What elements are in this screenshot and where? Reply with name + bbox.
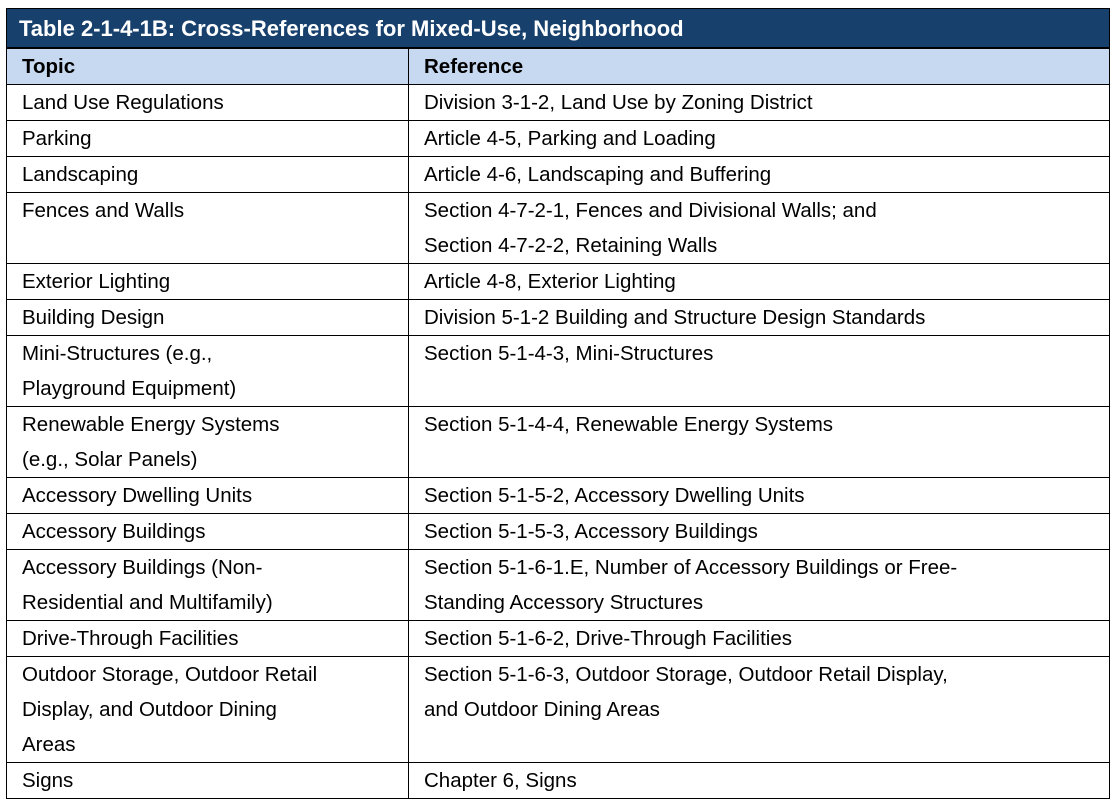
table-cell: Article 4-8, Exterior Lighting — [408, 263, 1110, 300]
table-cell: Renewable Energy Systems (e.g., Solar Pan… — [6, 406, 409, 478]
table-title: Table 2-1-4-1B: Cross-References for Mix… — [6, 8, 1110, 48]
cell-text: Section 4-7-2-1, Fences and Divisional W… — [424, 199, 877, 222]
table-row: Accessory Buildings Section 5-1-5-3, Acce… — [6, 513, 1110, 550]
table-body: Topic Reference Land Use Regulations Divi… — [6, 48, 1110, 799]
table-cell: Section 5-1-5-3, Accessory Buildings — [408, 513, 1110, 550]
cell-text: Division 5-1-2 Building and Structure De… — [424, 306, 926, 329]
cell-text: Display, and Outdoor Dining — [22, 698, 277, 721]
table-cell: Mini-Structures (e.g., Playground Equipme… — [6, 335, 409, 407]
cell-text: Areas — [22, 733, 76, 756]
cell-text: Article 4-5, Parking and Loading — [424, 127, 716, 150]
cell-text: Section 5-1-5-2, Accessory Dwelling Unit… — [424, 484, 805, 507]
table-cell: Division 5-1-2 Building and Structure De… — [408, 299, 1110, 336]
table-cell: Article 4-5, Parking and Loading — [408, 120, 1110, 157]
cell-text: Division 3-1-2, Land Use by Zoning Distr… — [424, 91, 813, 114]
cell-text: Section 4-7-2-2, Retaining Walls — [424, 234, 718, 257]
cell-text: and Outdoor Dining Areas — [424, 698, 660, 721]
table-cell: Section 5-1-4-3, Mini-Structures — [408, 335, 1110, 407]
cell-text: Building Design — [22, 306, 165, 329]
header-cell: Topic — [6, 48, 409, 85]
table-cell: Building Design — [6, 299, 409, 336]
table-row: Mini-Structures (e.g., Playground Equipme… — [6, 335, 1110, 407]
header-text: Reference — [424, 55, 524, 78]
cell-text: Drive-Through Facilities — [22, 627, 239, 650]
cell-text: Mini-Structures (e.g., — [22, 342, 213, 365]
table-row: Signs Chapter 6, Signs — [6, 762, 1110, 799]
cell-text: Land Use Regulations — [22, 91, 224, 114]
cell-text: Fences and Walls — [22, 199, 185, 222]
cell-text: Accessory Dwelling Units — [22, 484, 253, 507]
table-cell: Section 5-1-6-1.E, Number of Accessory B… — [408, 549, 1110, 621]
cell-text: Exterior Lighting — [22, 270, 171, 293]
cell-text: Accessory Buildings (Non- — [22, 556, 263, 579]
table-cell: Land Use Regulations — [6, 84, 409, 121]
table-cell: Drive-Through Facilities — [6, 620, 409, 657]
cell-text: Signs — [22, 769, 74, 792]
cell-text: Section 5-1-6-3, Outdoor Storage, Outdoo… — [424, 663, 948, 686]
table-cell: Section 5-1-6-3, Outdoor Storage, Outdoo… — [408, 656, 1110, 763]
table-container: Table 2-1-4-1B: Cross-References for Mix… — [6, 8, 1110, 799]
table-cell: Division 3-1-2, Land Use by Zoning Distr… — [408, 84, 1110, 121]
cell-text: Section 5-1-4-4, Renewable Energy System… — [424, 413, 834, 436]
table-cell: Outdoor Storage, Outdoor Retail Display, … — [6, 656, 409, 763]
cell-text: Outdoor Storage, Outdoor Retail — [22, 663, 318, 686]
cell-text: Section 5-1-6-2, Drive-Through Facilitie… — [424, 627, 792, 650]
table-cell: Accessory Buildings (Non- Residential and… — [6, 549, 409, 621]
table-cell: Section 4-7-2-1, Fences and Divisional W… — [408, 192, 1110, 264]
table-cell: Section 5-1-4-4, Renewable Energy System… — [408, 406, 1110, 478]
table-cell: Section 5-1-6-2, Drive-Through Facilitie… — [408, 620, 1110, 657]
table-cell: Accessory Dwelling Units — [6, 477, 409, 514]
table-row: Parking Article 4-5, Parking and Loading — [6, 120, 1110, 157]
cell-text: Article 4-8, Exterior Lighting — [424, 270, 676, 293]
table-cell: Article 4-6, Landscaping and Buffering — [408, 156, 1110, 193]
cell-text: Standing Accessory Structures — [424, 591, 704, 614]
cell-text: Chapter 6, Signs — [424, 769, 577, 792]
table-cell: Fences and Walls — [6, 192, 409, 264]
cell-text: Section 5-1-6-1.E, Number of Accessory B… — [424, 556, 958, 579]
table-row: Accessory Dwelling Units Section 5-1-5-2,… — [6, 477, 1110, 514]
table-row: Accessory Buildings (Non- Residential and… — [6, 549, 1110, 621]
table-cell: Exterior Lighting — [6, 263, 409, 300]
cell-text: Renewable Energy Systems — [22, 413, 280, 436]
table-row: Landscaping Article 4-6, Landscaping and … — [6, 156, 1110, 193]
table-cell: Accessory Buildings — [6, 513, 409, 550]
table-row: Building Design Division 5-1-2 Building a… — [6, 299, 1110, 336]
table-cell: Landscaping — [6, 156, 409, 193]
header-row: Topic Reference — [6, 48, 1110, 85]
table-cell: Chapter 6, Signs — [408, 762, 1110, 799]
cell-text: Accessory Buildings — [22, 520, 206, 543]
table-row: Land Use Regulations Division 3-1-2, Land… — [6, 84, 1110, 121]
table-row: Drive-Through Facilities Section 5-1-6-2,… — [6, 620, 1110, 657]
table-cell: Parking — [6, 120, 409, 157]
table: Topic Reference Land Use Regulations Divi… — [6, 48, 1110, 799]
table-cell: Section 5-1-5-2, Accessory Dwelling Unit… — [408, 477, 1110, 514]
cell-text: Playground Equipment) — [22, 377, 237, 400]
cell-text: Parking — [22, 127, 92, 150]
cell-text: (e.g., Solar Panels) — [22, 448, 198, 471]
table-row: Exterior Lighting Article 4-8, Exterior L… — [6, 263, 1110, 300]
table-row: Renewable Energy Systems (e.g., Solar Pan… — [6, 406, 1110, 478]
cell-text: Section 5-1-5-3, Accessory Buildings — [424, 520, 758, 543]
cell-text: Section 5-1-4-3, Mini-Structures — [424, 342, 714, 365]
table-cell: Signs — [6, 762, 409, 799]
table-row: Outdoor Storage, Outdoor Retail Display, … — [6, 656, 1110, 763]
cell-text: Article 4-6, Landscaping and Buffering — [424, 163, 772, 186]
cell-text: Landscaping — [22, 163, 139, 186]
table-row: Fences and Walls Section 4-7-2-1, Fences … — [6, 192, 1110, 264]
header-cell: Reference — [408, 48, 1110, 85]
cell-text: Residential and Multifamily) — [22, 591, 273, 614]
header-text: Topic — [22, 55, 76, 78]
